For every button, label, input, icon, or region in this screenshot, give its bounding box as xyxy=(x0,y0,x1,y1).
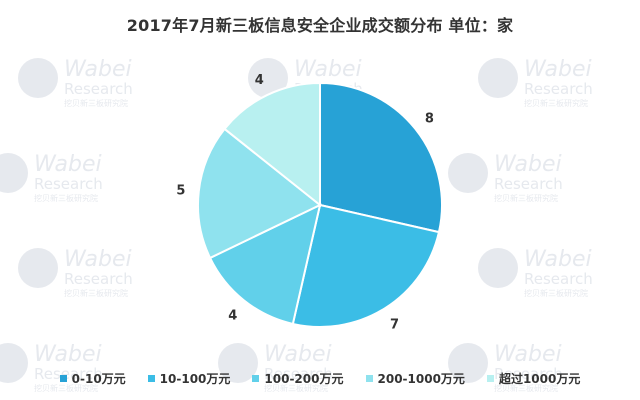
watermark-tag: 挖贝新三板研究院 xyxy=(64,98,128,108)
watermark-logo-icon xyxy=(448,153,488,193)
watermark-brand: Wabei xyxy=(34,152,102,177)
legend-item-3: 200-1000万元 xyxy=(365,370,465,387)
watermark-logo-icon xyxy=(248,58,288,98)
watermark-brand: Wabei xyxy=(294,57,362,82)
legend-label: 10-100万元 xyxy=(159,372,231,386)
watermark-sub: Research xyxy=(494,175,563,193)
watermark-tag: 挖贝新三板研究院 xyxy=(34,193,98,203)
legend-swatch xyxy=(147,375,155,382)
pie-slice-1 xyxy=(291,203,441,328)
watermark-sub: Research xyxy=(34,365,103,383)
watermark-sub: Research xyxy=(524,80,593,98)
watermark-tag: 挖贝新三板研究院 xyxy=(494,383,558,393)
pie-slices xyxy=(197,81,443,328)
watermark-logo-icon xyxy=(478,58,518,98)
legend-label: 0-10万元 xyxy=(71,372,126,386)
legend-label: 超过1000万元 xyxy=(498,372,581,386)
chart-legend: 0-10万元 10-100万元 100-200万元 200-1000万元 超过1000万… xyxy=(0,370,640,387)
chart-title: 2017年7月新三板信息安全企业成交额分布 单位：家 xyxy=(126,16,514,35)
legend-item-4: 超过1000万元 xyxy=(486,370,581,387)
slice-labels: 8 7 4 5 4 xyxy=(176,73,434,333)
slice-value-label-2: 4 xyxy=(228,308,237,323)
slice-value-label-1: 7 xyxy=(390,318,399,333)
pie-slice-2 xyxy=(208,203,322,326)
legend-swatch xyxy=(59,375,67,382)
legend-swatch xyxy=(365,375,373,382)
watermark-tag: 挖贝新三板研究院 xyxy=(34,383,98,393)
legend-item-0: 0-10万元 xyxy=(59,370,126,387)
legend-item-1: 10-100万元 xyxy=(147,370,231,387)
legend-label: 200-1000万元 xyxy=(377,372,465,386)
watermark-tag: 挖贝新三板研究院 xyxy=(64,288,128,298)
watermark-logo-icon xyxy=(18,58,58,98)
legend-item-2: 100-200万元 xyxy=(252,370,344,387)
watermark-logo-icon xyxy=(478,248,518,288)
watermark-brand: Wabei xyxy=(64,247,132,272)
watermark-tag: 挖贝新三板研究院 xyxy=(494,193,558,203)
watermark-sub: Research xyxy=(64,80,133,98)
watermark-logo-icon xyxy=(0,153,28,193)
watermark-brand: Wabei xyxy=(524,247,592,272)
watermark-sub: Research xyxy=(64,270,133,288)
watermark-logo-icon xyxy=(448,343,488,383)
watermark-tag: 挖贝新三板研究院 xyxy=(524,98,588,108)
legend-swatch xyxy=(486,375,494,382)
watermark-sub: Research xyxy=(34,175,103,193)
watermark-logo-icon xyxy=(218,343,258,383)
watermark-sub: Research xyxy=(494,365,563,383)
slice-value-label-3: 5 xyxy=(176,183,185,198)
watermark-sub: Research xyxy=(524,270,593,288)
watermark-logo-icon xyxy=(0,343,28,383)
slice-value-label-0: 8 xyxy=(425,112,434,127)
slice-value-label-4: 4 xyxy=(255,73,264,88)
watermark-sub: Research xyxy=(264,365,333,383)
pie-slice-3 xyxy=(197,127,322,260)
watermark-brand: Wabei xyxy=(524,57,592,82)
watermark-brand: Wabei xyxy=(64,57,132,82)
watermark-tag: 挖贝新三板研究院 xyxy=(524,288,588,298)
watermark-brand: Wabei xyxy=(34,342,102,367)
legend-swatch xyxy=(252,375,260,382)
watermark-brand: Wabei xyxy=(494,152,562,177)
pie-slice-4 xyxy=(223,81,321,208)
watermark-tag: 挖贝新三板研究院 xyxy=(264,383,328,393)
legend-label: 100-200万元 xyxy=(264,372,344,386)
watermark-logo-icon xyxy=(18,248,58,288)
watermark-brand: Wabei xyxy=(264,342,332,367)
pie-slice-0 xyxy=(319,81,443,234)
watermark-brand: Wabei xyxy=(494,342,562,367)
